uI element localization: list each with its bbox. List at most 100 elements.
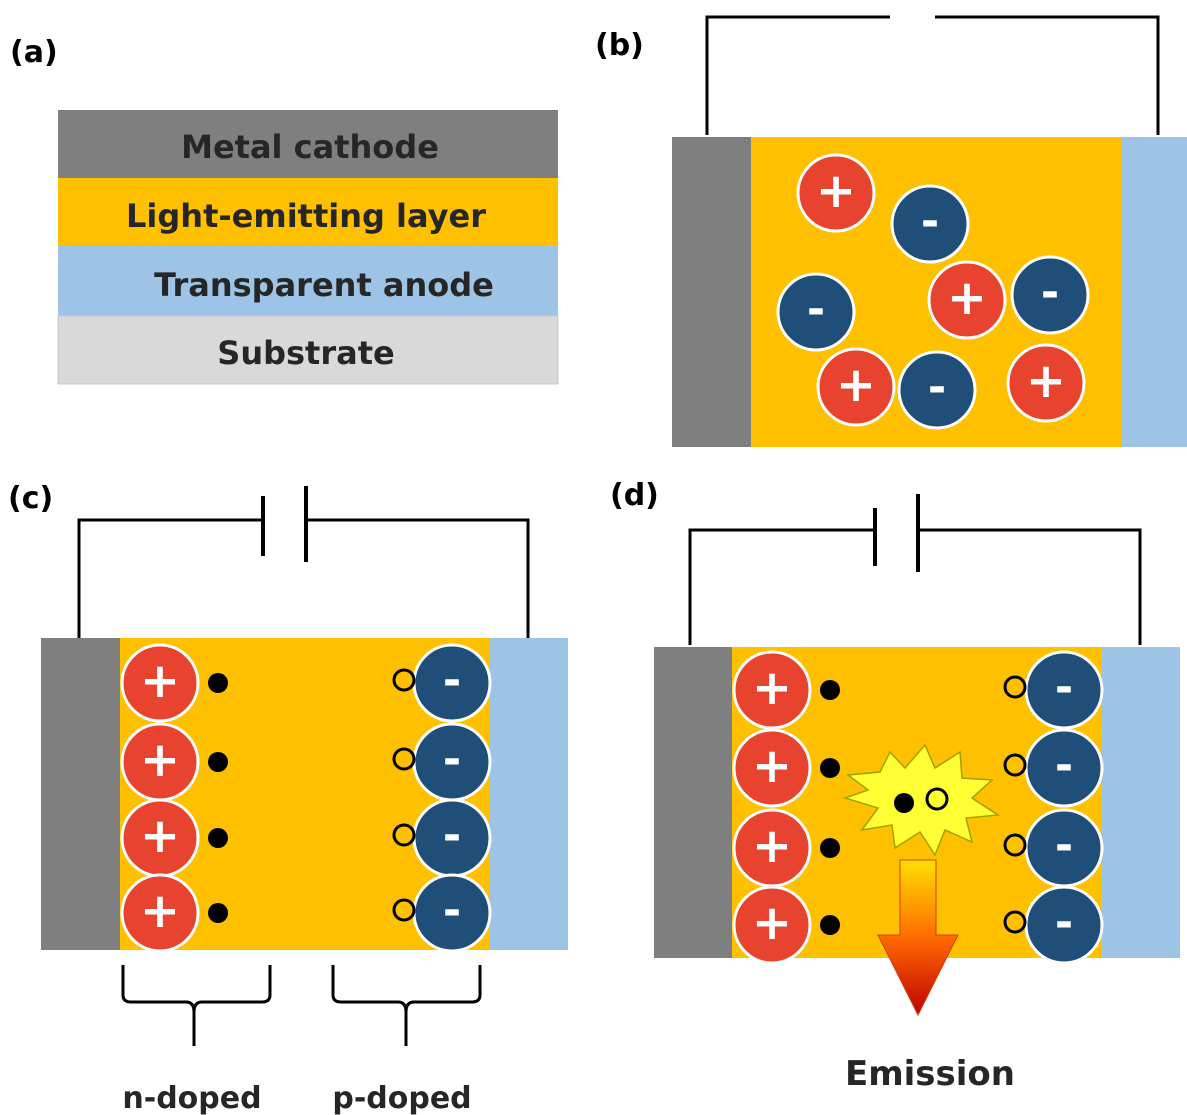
- minus-sign: -: [443, 655, 461, 706]
- anion: -: [412, 798, 492, 878]
- minus-sign: -: [921, 196, 939, 247]
- anion: -: [1024, 728, 1104, 808]
- electron-dot: [820, 915, 840, 935]
- plus-sign: +: [836, 357, 876, 413]
- minus-sign: -: [807, 284, 825, 335]
- plus-sign: +: [140, 808, 180, 864]
- plus-sign: +: [752, 738, 792, 794]
- ions-c: + - + - + - + -: [120, 643, 492, 953]
- hole-circle: [1003, 675, 1027, 699]
- plus-sign: +: [947, 270, 987, 326]
- plus-sign: +: [752, 818, 792, 874]
- electron-dot: [208, 673, 228, 693]
- minus-sign: -: [1041, 267, 1059, 318]
- plus-sign: +: [140, 732, 180, 788]
- plus-sign: +: [140, 883, 180, 939]
- cation: +: [1006, 343, 1086, 423]
- ions-d: + - + - + - + -: [732, 650, 1104, 965]
- cation: +: [732, 885, 812, 965]
- cation: +: [732, 808, 812, 888]
- anion: -: [412, 722, 492, 802]
- emission-arrow-icon: [877, 859, 959, 1017]
- plus-sign: +: [816, 163, 856, 219]
- minus-sign: -: [1055, 740, 1073, 791]
- cation: +: [927, 260, 1007, 340]
- anion: -: [412, 873, 492, 953]
- hole-circle: [925, 787, 949, 811]
- p-doped-label: p-doped: [332, 1081, 471, 1115]
- hole-circle: [392, 668, 416, 692]
- circuit-wire-right: [918, 528, 1142, 645]
- anode-electrode: [1102, 647, 1180, 958]
- circuit-wire-left: [77, 518, 263, 638]
- hole-circle: [392, 898, 416, 922]
- hole-circle: [1003, 833, 1027, 857]
- n-doped-label: n-doped: [122, 1081, 261, 1115]
- plus-sign: +: [752, 660, 792, 716]
- minus-sign: -: [1055, 662, 1073, 713]
- anion: -: [1024, 650, 1104, 730]
- recombination-burst-icon: [842, 743, 1001, 857]
- hole-circle: [1003, 910, 1027, 934]
- substrate-label: Substrate: [217, 334, 394, 372]
- anion: -: [1024, 808, 1104, 888]
- anion: -: [776, 272, 856, 352]
- panel-c-label: (c): [8, 481, 53, 516]
- cation: +: [796, 153, 876, 233]
- panel-a-label: (a): [10, 35, 58, 70]
- cation: +: [120, 722, 200, 802]
- panel-b-label: (b): [595, 28, 644, 63]
- transparent-anode-layer: [58, 246, 558, 316]
- circuit-wire-right: [935, 15, 1160, 135]
- light-emitting-layer-label: Light-emitting layer: [126, 197, 486, 235]
- panel-d-label: (d): [610, 478, 659, 513]
- cation: +: [732, 728, 812, 808]
- light-emitting-layer: [58, 178, 558, 246]
- electron-dot: [820, 758, 840, 778]
- circuit-wire-left: [705, 15, 890, 135]
- minus-sign: -: [928, 362, 946, 413]
- cathode-electrode: [41, 638, 120, 950]
- metal-cathode-label: Metal cathode: [181, 128, 439, 166]
- anode-electrode: [1121, 137, 1187, 447]
- circuit-wire-left: [688, 528, 875, 645]
- circuit-wire-right: [306, 518, 530, 638]
- ions-b: +-- + -+ - +: [776, 153, 1090, 430]
- anode-electrode: [490, 638, 568, 950]
- plus-sign: +: [752, 895, 792, 951]
- minus-sign: -: [443, 885, 461, 936]
- panel-d: (d) + - + - + - + - Emission: [610, 478, 1180, 1094]
- cation: +: [120, 798, 200, 878]
- minus-sign: -: [1055, 897, 1073, 948]
- electron-dot: [208, 752, 228, 772]
- n-doped-brace: [121, 965, 272, 1046]
- hole-circle: [392, 747, 416, 771]
- anion: -: [412, 643, 492, 723]
- cation: +: [120, 643, 200, 723]
- cation: +: [732, 650, 812, 730]
- substrate-layer: [57, 315, 559, 385]
- hole-circle: [392, 823, 416, 847]
- cation: +: [120, 873, 200, 953]
- metal-cathode-layer: [58, 110, 558, 178]
- cathode-electrode: [654, 647, 732, 958]
- hole-circle: [1003, 753, 1027, 777]
- plus-sign: +: [140, 653, 180, 709]
- anion: -: [897, 350, 977, 430]
- panel-c: (c) + - + - + - + - n-doped p-doped: [8, 481, 568, 1115]
- minus-sign: -: [1055, 820, 1073, 871]
- cathode-electrode: [672, 137, 751, 447]
- electron-dot: [820, 838, 840, 858]
- emission-label: Emission: [845, 1054, 1015, 1094]
- anion: -: [1024, 885, 1104, 965]
- anion: -: [1010, 255, 1090, 335]
- electron-dot: [208, 828, 228, 848]
- electron-dot: [820, 680, 840, 700]
- plus-sign: +: [1026, 353, 1066, 409]
- electron-dot: [894, 793, 914, 813]
- panel-a: (a) Metal cathode Light-emitting layer T…: [10, 35, 559, 385]
- cation: +: [816, 347, 896, 427]
- p-doped-brace: [331, 965, 482, 1046]
- minus-sign: -: [443, 810, 461, 861]
